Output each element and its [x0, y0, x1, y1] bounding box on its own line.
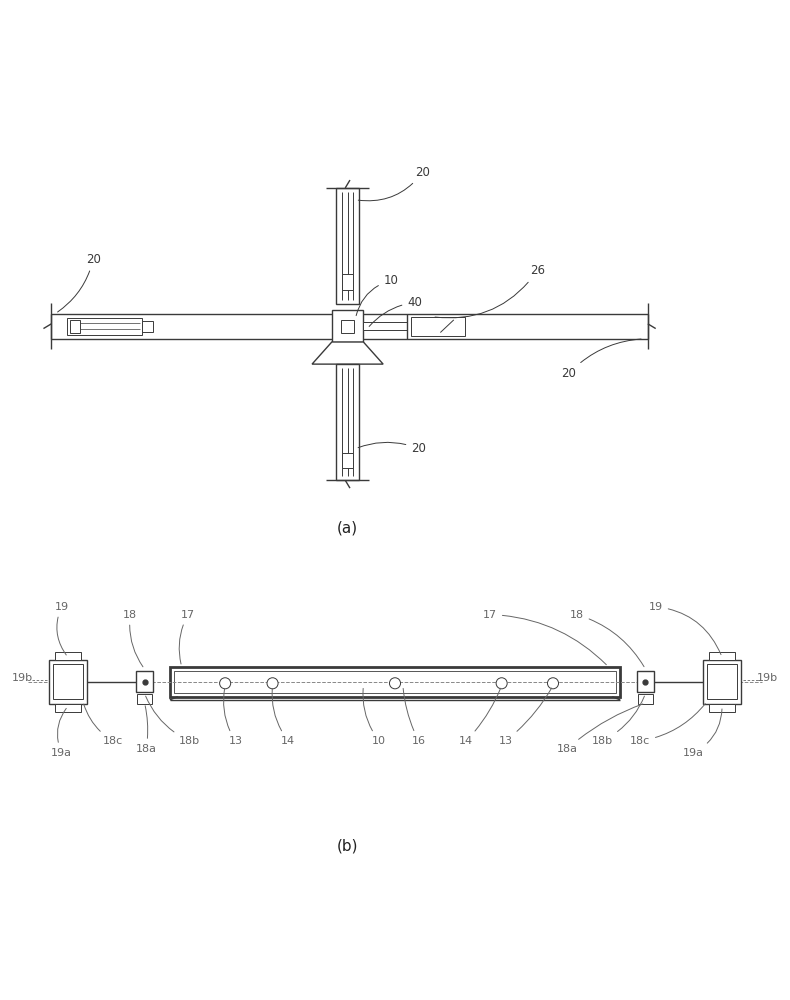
Bar — [51, 314, 648, 339]
Bar — [343, 274, 352, 290]
Text: 19a: 19a — [683, 709, 722, 758]
Circle shape — [389, 678, 401, 689]
Circle shape — [220, 678, 231, 689]
Bar — [332, 310, 363, 342]
Text: 18a: 18a — [136, 706, 156, 754]
Bar — [703, 660, 741, 704]
Text: 18b: 18b — [145, 696, 200, 746]
Bar — [142, 321, 153, 332]
Text: 18b: 18b — [592, 696, 645, 746]
Bar — [174, 671, 616, 693]
Text: 20: 20 — [58, 253, 100, 312]
Text: 40: 40 — [369, 296, 422, 326]
Text: 18c: 18c — [630, 704, 705, 746]
Bar — [343, 453, 352, 468]
Text: 14: 14 — [459, 688, 501, 746]
Bar — [336, 188, 359, 304]
Bar — [55, 704, 81, 712]
Bar — [53, 664, 83, 699]
Text: 19: 19 — [649, 602, 721, 655]
Text: 18a: 18a — [557, 704, 643, 754]
Text: 16: 16 — [403, 688, 426, 746]
Text: 19: 19 — [55, 602, 69, 655]
Circle shape — [267, 678, 278, 689]
Circle shape — [547, 678, 559, 689]
Bar — [341, 320, 354, 333]
Bar — [411, 317, 465, 336]
Bar — [136, 671, 153, 692]
Bar — [707, 664, 737, 699]
Text: 13: 13 — [224, 688, 243, 746]
Bar — [336, 364, 359, 480]
Text: 17: 17 — [483, 610, 607, 665]
Text: 20: 20 — [358, 442, 426, 455]
Bar — [70, 320, 80, 333]
Text: 26: 26 — [435, 264, 544, 318]
Text: (b): (b) — [337, 839, 359, 854]
Text: 14: 14 — [272, 688, 295, 746]
Bar — [637, 671, 654, 692]
Text: 13: 13 — [498, 688, 551, 746]
Text: 20: 20 — [562, 339, 641, 380]
Text: 10: 10 — [356, 274, 398, 316]
Bar — [170, 667, 620, 697]
Bar — [55, 652, 81, 660]
Text: 18: 18 — [123, 610, 143, 667]
Text: 19a: 19a — [51, 708, 72, 758]
Bar — [67, 318, 142, 335]
Circle shape — [496, 678, 507, 689]
Bar — [709, 652, 735, 660]
Bar — [49, 660, 87, 704]
Text: 19b: 19b — [12, 673, 32, 683]
Bar — [137, 694, 152, 704]
Bar — [638, 694, 653, 704]
Text: 18: 18 — [570, 610, 644, 667]
Text: 19b: 19b — [758, 673, 778, 683]
Polygon shape — [312, 342, 383, 364]
Bar — [709, 704, 735, 712]
Text: (a): (a) — [337, 520, 358, 535]
Text: 18c: 18c — [84, 704, 123, 746]
Text: 17: 17 — [179, 610, 195, 664]
Text: 10: 10 — [363, 688, 386, 746]
Bar — [363, 322, 407, 330]
Text: 20: 20 — [358, 166, 430, 201]
